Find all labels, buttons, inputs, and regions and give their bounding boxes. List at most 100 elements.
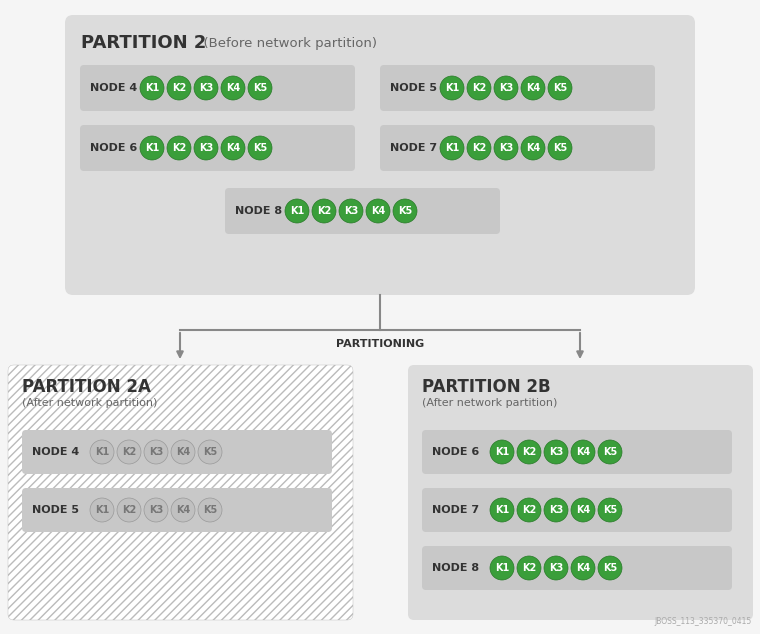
Text: K1: K1 <box>95 447 109 457</box>
Circle shape <box>171 498 195 522</box>
Circle shape <box>312 199 336 223</box>
FancyBboxPatch shape <box>380 125 655 171</box>
Text: K4: K4 <box>371 206 385 216</box>
Text: K2: K2 <box>472 143 486 153</box>
Text: K1: K1 <box>145 143 159 153</box>
FancyBboxPatch shape <box>422 546 732 590</box>
Text: NODE 4: NODE 4 <box>32 447 79 457</box>
Circle shape <box>467 136 491 160</box>
Circle shape <box>117 440 141 464</box>
Text: K5: K5 <box>553 143 567 153</box>
Circle shape <box>194 136 218 160</box>
Text: K1: K1 <box>495 505 509 515</box>
Circle shape <box>171 440 195 464</box>
Text: K3: K3 <box>549 447 563 457</box>
Text: PARTITION 2A: PARTITION 2A <box>22 378 151 396</box>
Circle shape <box>598 556 622 580</box>
Text: NODE 6: NODE 6 <box>432 447 480 457</box>
FancyBboxPatch shape <box>8 365 353 620</box>
Text: (Before network partition): (Before network partition) <box>195 37 377 49</box>
Circle shape <box>140 136 164 160</box>
Text: K1: K1 <box>445 83 459 93</box>
Text: K3: K3 <box>199 83 213 93</box>
Circle shape <box>221 136 245 160</box>
Circle shape <box>144 498 168 522</box>
Text: K3: K3 <box>549 563 563 573</box>
FancyBboxPatch shape <box>408 365 753 620</box>
Text: K4: K4 <box>576 563 590 573</box>
Circle shape <box>517 440 541 464</box>
Circle shape <box>517 556 541 580</box>
Circle shape <box>548 136 572 160</box>
Circle shape <box>544 440 568 464</box>
Circle shape <box>167 136 191 160</box>
Text: K1: K1 <box>445 143 459 153</box>
Text: K2: K2 <box>522 505 536 515</box>
Circle shape <box>521 76 545 100</box>
Circle shape <box>544 556 568 580</box>
Circle shape <box>198 498 222 522</box>
Circle shape <box>393 199 417 223</box>
Text: K4: K4 <box>526 143 540 153</box>
Text: K3: K3 <box>149 447 163 457</box>
Text: K5: K5 <box>203 447 217 457</box>
Circle shape <box>494 136 518 160</box>
Text: K3: K3 <box>499 83 513 93</box>
Text: PARTITION 2B: PARTITION 2B <box>422 378 551 396</box>
Circle shape <box>285 199 309 223</box>
Circle shape <box>140 76 164 100</box>
Circle shape <box>571 498 595 522</box>
Text: NODE 7: NODE 7 <box>432 505 479 515</box>
Circle shape <box>90 440 114 464</box>
Circle shape <box>598 498 622 522</box>
Text: K4: K4 <box>176 447 190 457</box>
Text: K1: K1 <box>495 563 509 573</box>
Circle shape <box>467 76 491 100</box>
Circle shape <box>194 76 218 100</box>
Text: K3: K3 <box>199 143 213 153</box>
Text: K5: K5 <box>398 206 412 216</box>
Circle shape <box>221 76 245 100</box>
Text: K2: K2 <box>317 206 331 216</box>
Text: JBOSS_113_335370_0415: JBOSS_113_335370_0415 <box>655 617 752 626</box>
Circle shape <box>548 76 572 100</box>
Text: K2: K2 <box>172 83 186 93</box>
Text: K5: K5 <box>603 447 617 457</box>
Circle shape <box>440 76 464 100</box>
Circle shape <box>339 199 363 223</box>
Text: K2: K2 <box>522 563 536 573</box>
Circle shape <box>248 76 272 100</box>
Text: K4: K4 <box>526 83 540 93</box>
Text: K2: K2 <box>122 447 136 457</box>
FancyBboxPatch shape <box>225 188 500 234</box>
Text: PARTITIONING: PARTITIONING <box>336 339 424 349</box>
FancyBboxPatch shape <box>380 65 655 111</box>
Circle shape <box>544 498 568 522</box>
Circle shape <box>117 498 141 522</box>
Circle shape <box>517 498 541 522</box>
Text: K3: K3 <box>499 143 513 153</box>
Circle shape <box>144 440 168 464</box>
Text: K4: K4 <box>576 505 590 515</box>
Text: K5: K5 <box>253 83 267 93</box>
Circle shape <box>521 136 545 160</box>
Text: K1: K1 <box>290 206 304 216</box>
Text: NODE 5: NODE 5 <box>390 83 437 93</box>
FancyBboxPatch shape <box>65 15 695 295</box>
Text: K4: K4 <box>226 83 240 93</box>
Text: NODE 8: NODE 8 <box>235 206 282 216</box>
Text: K2: K2 <box>472 83 486 93</box>
Text: K5: K5 <box>603 563 617 573</box>
Text: K1: K1 <box>145 83 159 93</box>
Circle shape <box>571 556 595 580</box>
Text: K5: K5 <box>203 505 217 515</box>
Circle shape <box>571 440 595 464</box>
Circle shape <box>490 440 514 464</box>
Circle shape <box>494 76 518 100</box>
Text: K3: K3 <box>344 206 358 216</box>
Circle shape <box>167 76 191 100</box>
Circle shape <box>598 440 622 464</box>
Text: (After network partition): (After network partition) <box>422 398 557 408</box>
Text: NODE 7: NODE 7 <box>390 143 437 153</box>
Text: (After network partition): (After network partition) <box>22 398 157 408</box>
